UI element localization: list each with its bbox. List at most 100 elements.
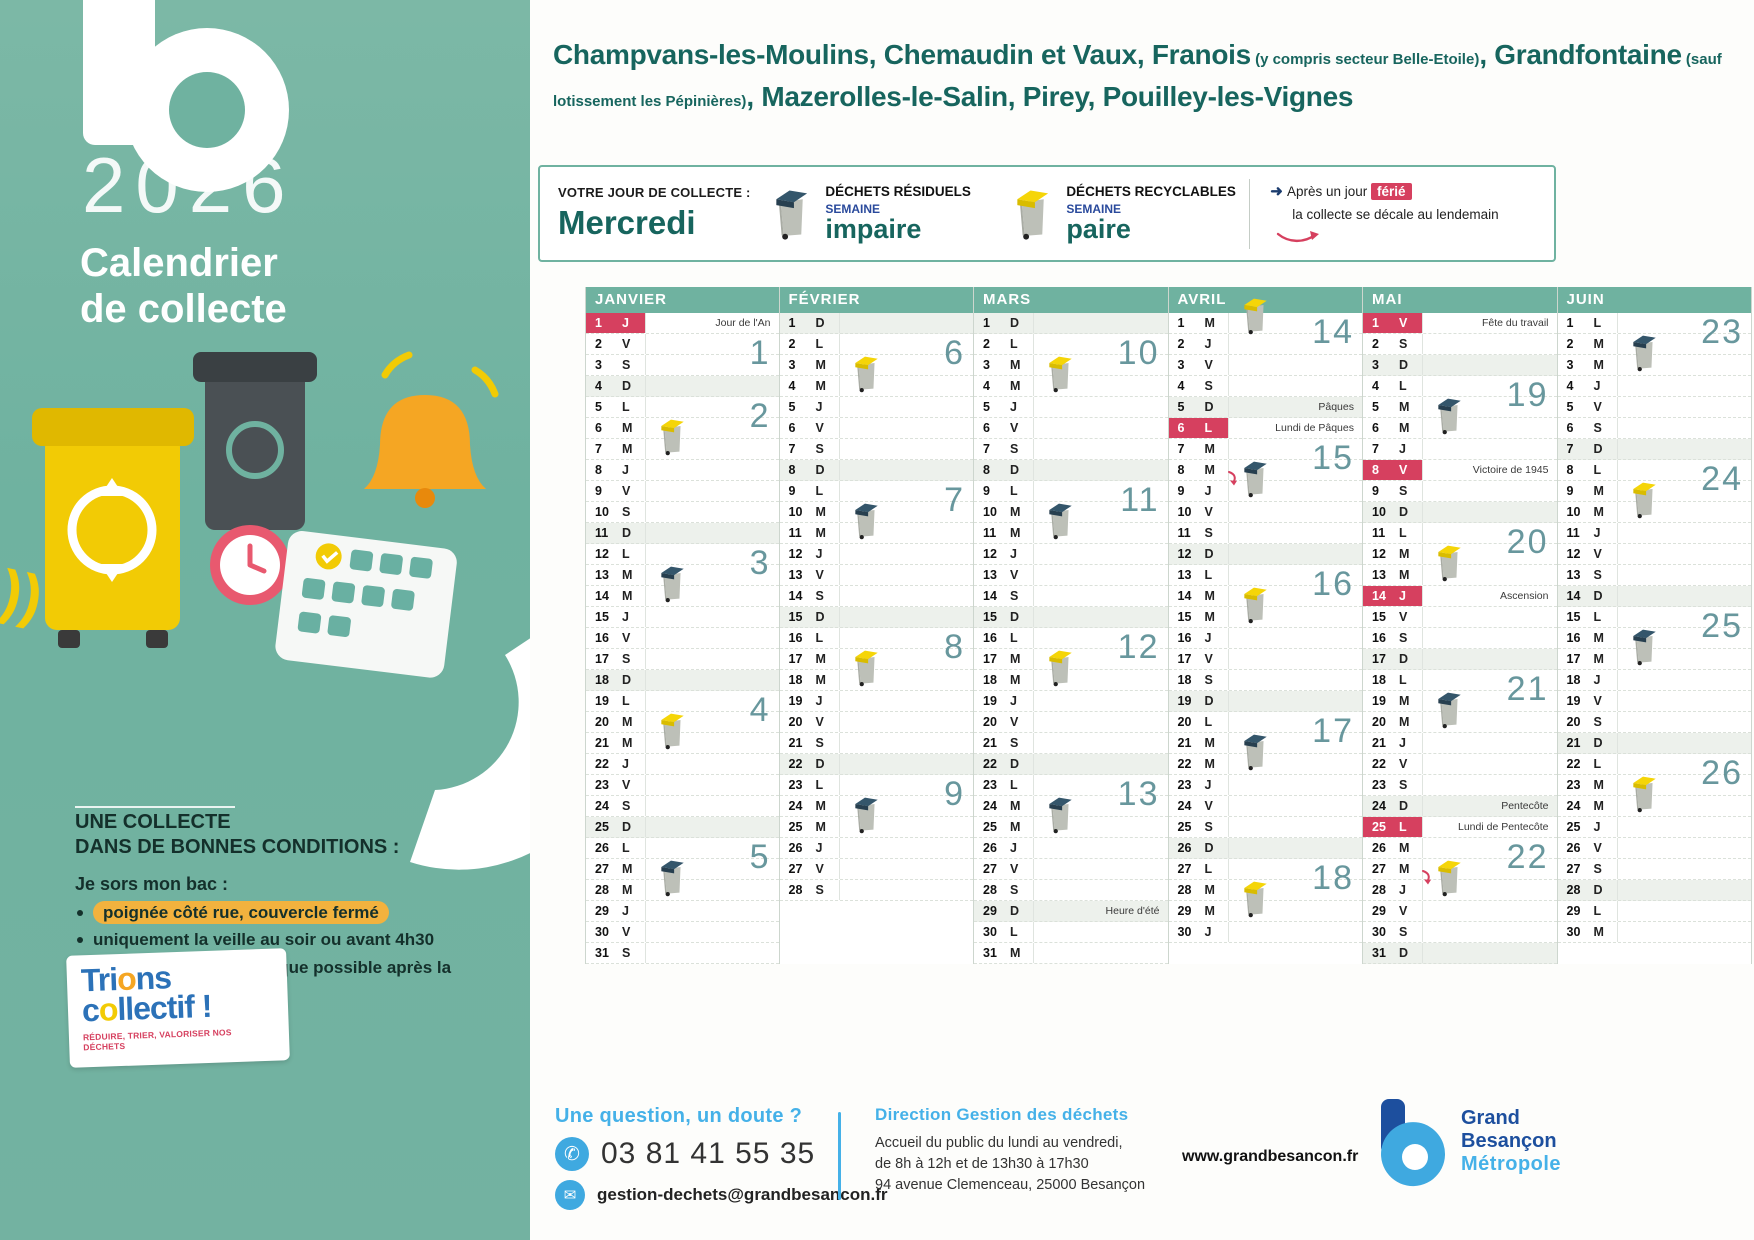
- day-note: Pentecôte: [1501, 800, 1549, 812]
- day-cell: 30 J: [1169, 922, 1229, 942]
- day-row: 13 M: [1363, 565, 1557, 586]
- collection-bin-marker-dark: [1227, 454, 1273, 504]
- day-letter: J: [1199, 775, 1229, 795]
- day-letter: V: [810, 418, 840, 438]
- day-letter: M: [1199, 460, 1229, 480]
- day-row: 1 J Jour de l'An: [586, 313, 779, 334]
- day-row: 27 L: [1168, 859, 1362, 880]
- day-cell: 24 M: [1558, 796, 1618, 816]
- day-letter: J: [1004, 838, 1034, 858]
- day-row: 31 D: [1363, 943, 1557, 964]
- condition-bullet: uniquement la veille au soir ou avant 4h…: [77, 930, 475, 950]
- recycle-bin-dark-icon: [854, 797, 878, 834]
- day-number: 20: [788, 715, 803, 729]
- day-cell: 15 M: [1169, 607, 1229, 627]
- day-letter: L: [1004, 481, 1034, 501]
- day-letter: J: [810, 544, 840, 564]
- day-letter: J: [1199, 628, 1229, 648]
- day-cell: 16 M: [1558, 628, 1618, 648]
- day-cell: 15 L: [1558, 607, 1618, 627]
- day-number: 2: [595, 337, 602, 351]
- day-cell: 13 M: [1363, 565, 1423, 585]
- day-row: 30 S: [1363, 922, 1557, 943]
- trions-logo-line2: collectif !: [81, 988, 213, 1029]
- day-cell: 26 J: [974, 838, 1034, 858]
- day-letter: J: [1393, 439, 1423, 459]
- day-row: 20 V: [974, 712, 1168, 733]
- day-letter: J: [1588, 376, 1618, 396]
- day-letter: V: [1588, 397, 1618, 417]
- day-cell: 27 S: [1558, 859, 1618, 879]
- day-cell: 23 M: [1558, 775, 1618, 795]
- recycle-bin-dark-icon: [1049, 797, 1072, 834]
- day-letter: D: [1199, 544, 1229, 564]
- day-number: 1: [788, 316, 796, 330]
- day-number: 5: [1177, 400, 1185, 414]
- recycle-bin-dark-icon: [1632, 629, 1656, 666]
- day-letter: L: [810, 481, 840, 501]
- day-number: 7: [1566, 442, 1574, 456]
- week-number: 2: [749, 397, 771, 435]
- day-cell: 30 S: [1363, 922, 1423, 942]
- day-row: 26 L: [586, 838, 779, 859]
- day-number: 11: [1372, 526, 1386, 540]
- dark-bin-illustration: [193, 352, 317, 530]
- month-column-février: FÉVRIER 1 D 2 L 3 M 4 M 5 J 6 V 7 S 8 D 9 L 10 M 11 M 12 J 13 V 14 S…: [779, 287, 974, 964]
- day-number: 9: [788, 484, 796, 498]
- day-letter: M: [616, 565, 646, 585]
- day-letter: D: [1588, 880, 1618, 900]
- day-number: 13: [1372, 568, 1386, 582]
- recyclable-block: DÉCHETS RECYCLABLES SEMAINE paire: [1066, 184, 1245, 243]
- day-number: 21: [1566, 736, 1581, 750]
- week-number: 19: [1506, 376, 1549, 414]
- day-number: 17: [788, 652, 803, 666]
- day-number: 18: [1177, 673, 1192, 687]
- day-number: 6: [1566, 421, 1574, 435]
- day-letter: L: [1393, 376, 1423, 396]
- day-cell: 30 V: [586, 922, 646, 942]
- residual-title: DÉCHETS RÉSIDUELS: [825, 184, 971, 199]
- day-cell: 11 J: [1558, 523, 1618, 543]
- day-number: 15: [1177, 610, 1192, 624]
- day-number: 25: [595, 820, 609, 834]
- phone-number: 03 81 41 55 35: [601, 1137, 816, 1170]
- day-number: 26: [1372, 841, 1386, 855]
- day-number: 10: [595, 505, 609, 519]
- day-number: 9: [1372, 484, 1379, 498]
- day-row: 14 J Ascension: [1363, 586, 1557, 607]
- day-letter: L: [1588, 754, 1618, 774]
- day-letter: V: [1588, 838, 1618, 858]
- month-column-juin: JUIN 1 L 2 M 3 M 4 J 5 V 6 S 7 D 8 L 9 M 10 M 11 J 12 V 13 S 14 D 15 L…: [1557, 287, 1752, 964]
- day-row: 27 V: [779, 859, 973, 880]
- day-number: 4: [1177, 379, 1185, 393]
- day-letter: S: [616, 943, 646, 963]
- day-row: 29 L: [1557, 901, 1751, 922]
- day-number: 28: [1372, 883, 1386, 897]
- day-letter: J: [1004, 397, 1034, 417]
- day-number: 10: [1566, 505, 1581, 519]
- day-cell: 12 V: [1558, 544, 1618, 564]
- day-cell: 14 S: [974, 586, 1034, 606]
- day-letter: M: [1393, 859, 1423, 879]
- week-number: 15: [1312, 439, 1354, 477]
- day-cell: 19 J: [780, 691, 840, 711]
- day-number: 24: [1372, 799, 1386, 813]
- day-number: 22: [983, 757, 997, 771]
- page-title: Champvans-les-Moulins, Chemaudin et Vaux…: [553, 34, 1743, 118]
- day-cell: 22 M: [1169, 754, 1229, 774]
- week-number: 24: [1701, 460, 1743, 498]
- day-cell: 15 V: [1363, 607, 1423, 627]
- day-cell: 20 V: [780, 712, 840, 732]
- day-letter: L: [1004, 628, 1034, 648]
